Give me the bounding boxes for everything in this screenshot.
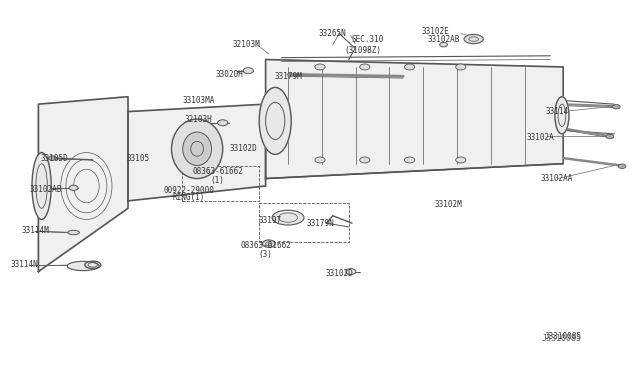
Circle shape: [243, 68, 253, 74]
Text: 33105: 33105: [126, 154, 149, 163]
Circle shape: [440, 42, 447, 47]
Ellipse shape: [32, 153, 51, 219]
Ellipse shape: [67, 261, 99, 271]
Text: SEC.310: SEC.310: [352, 35, 384, 44]
Text: J3310085: J3310085: [542, 334, 582, 343]
Text: 00922-29000: 00922-29000: [163, 186, 214, 195]
Text: (3109BZ): (3109BZ): [344, 46, 381, 55]
Circle shape: [612, 105, 620, 109]
Text: 33105D: 33105D: [40, 154, 68, 163]
Text: 33102D: 33102D: [229, 144, 257, 153]
Text: 33102A: 33102A: [527, 133, 555, 142]
Circle shape: [360, 64, 370, 70]
Text: 33197: 33197: [259, 216, 282, 225]
Circle shape: [404, 64, 415, 70]
Ellipse shape: [555, 97, 569, 134]
Circle shape: [69, 185, 78, 190]
Polygon shape: [128, 104, 266, 201]
Text: 33102AB: 33102AB: [30, 185, 62, 194]
Text: 33102D: 33102D: [325, 269, 353, 278]
Text: 33102AB: 33102AB: [428, 35, 460, 44]
Circle shape: [456, 157, 466, 163]
Circle shape: [346, 269, 356, 275]
Text: 32103M: 32103M: [232, 40, 260, 49]
Circle shape: [606, 134, 614, 139]
Ellipse shape: [272, 210, 304, 225]
Text: 33265N: 33265N: [319, 29, 347, 38]
Text: 33102M: 33102M: [434, 200, 462, 209]
Circle shape: [49, 156, 56, 160]
Text: 32103H: 32103H: [184, 115, 212, 124]
Ellipse shape: [183, 132, 211, 166]
Text: 33114: 33114: [545, 107, 568, 116]
Text: 33020H: 33020H: [215, 70, 243, 79]
Circle shape: [315, 64, 325, 70]
Text: 08363-61662: 08363-61662: [240, 241, 291, 250]
Text: 33179N: 33179N: [306, 219, 334, 228]
Text: RING(1): RING(1): [173, 193, 205, 202]
Text: 33102E: 33102E: [421, 27, 449, 36]
Circle shape: [404, 157, 415, 163]
Ellipse shape: [464, 35, 483, 44]
Ellipse shape: [172, 119, 223, 179]
Ellipse shape: [259, 87, 291, 154]
Polygon shape: [38, 97, 128, 272]
Circle shape: [618, 164, 626, 169]
Text: 33102AA: 33102AA: [541, 174, 573, 183]
Ellipse shape: [68, 230, 79, 235]
Text: 08363-61662: 08363-61662: [192, 167, 243, 176]
Circle shape: [315, 157, 325, 163]
Polygon shape: [266, 60, 563, 179]
Circle shape: [218, 120, 228, 126]
Text: 33179M: 33179M: [274, 72, 302, 81]
Text: (1): (1): [211, 176, 225, 185]
Text: (3): (3): [259, 250, 273, 259]
Circle shape: [456, 64, 466, 70]
Text: J3310085: J3310085: [545, 332, 582, 341]
Text: 33114N: 33114N: [10, 260, 38, 269]
Text: 33114M: 33114M: [21, 226, 49, 235]
Circle shape: [262, 240, 275, 247]
Circle shape: [360, 157, 370, 163]
Text: 33103MA: 33103MA: [182, 96, 214, 105]
